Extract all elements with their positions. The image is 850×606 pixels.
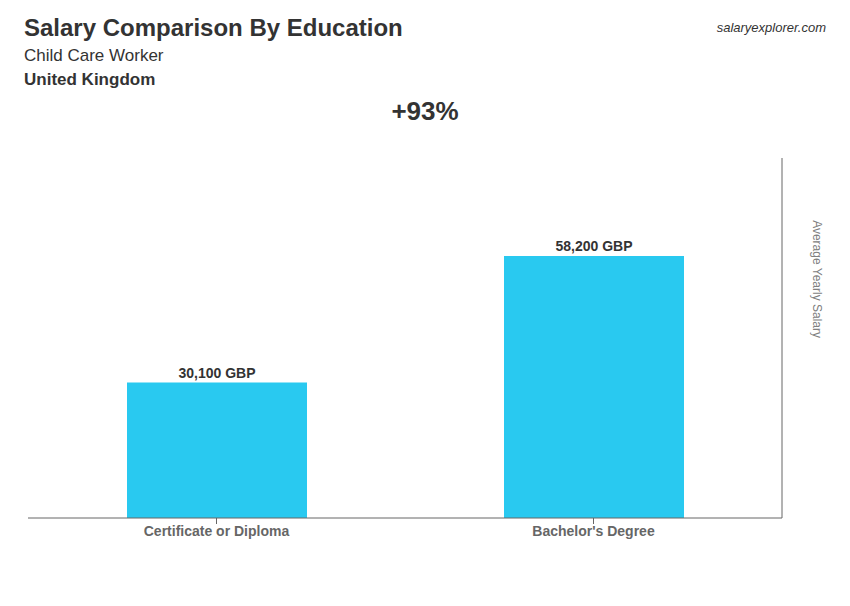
svg-text:Bachelor's Degree: Bachelor's Degree (532, 523, 655, 539)
html-text:Salary Comparison By Education: Salary Comparison By Education (24, 14, 403, 41)
svg-text:58,200 GBP: 58,200 GBP (555, 238, 632, 254)
svg-text:Certificate or Diploma: Certificate or Diploma (144, 523, 290, 539)
html-text:+93%: +93% (391, 96, 459, 126)
svg-text:30,100 GBP: 30,100 GBP (178, 365, 255, 381)
svg-text:Average Yearly Salary: Average Yearly Salary (810, 220, 824, 338)
html-text:Child Care Worker: Child Care Worker (24, 46, 164, 65)
html-text:salaryexplorer.com: salaryexplorer.com (716, 20, 826, 35)
html-text:United Kingdom: United Kingdom (24, 70, 156, 89)
